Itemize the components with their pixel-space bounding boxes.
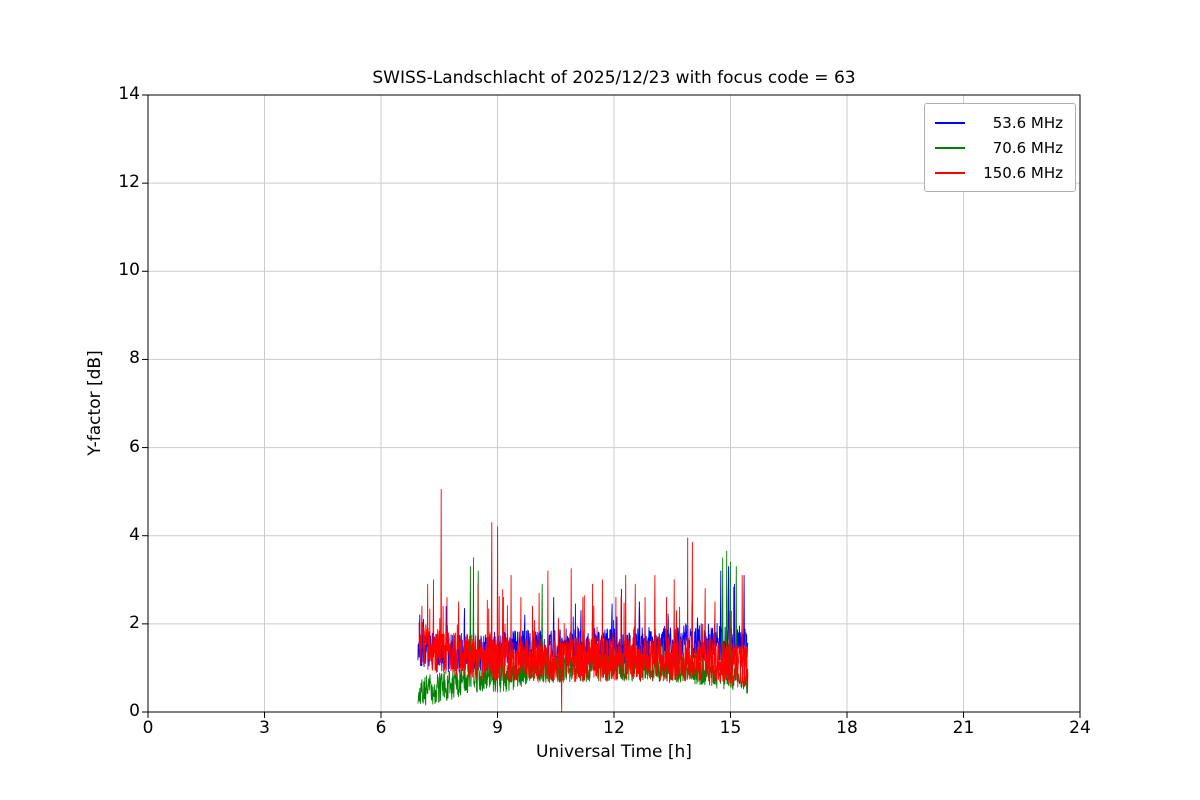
series-line-150.6-mhz [418,488,749,712]
legend-swatch-70.6-mhz [935,146,965,149]
chart-title: SWISS-Landschlacht of 2025/12/23 with fo… [372,68,856,88]
tick-marks [142,94,1081,718]
legend: 53.6 MHz 70.6 MHz 150.6 MHz [924,103,1076,192]
series-group [417,488,749,712]
legend-entry: 53.6 MHz [935,110,1063,135]
y-tick-label: 10 [118,260,140,281]
x-tick-label: 9 [492,718,503,738]
y-tick-label: 6 [129,436,140,457]
x-tick-label: 15 [719,718,742,738]
x-tick-label: 18 [836,718,858,738]
x-tick-label: 6 [375,718,387,738]
y-tick-label: 0 [129,701,140,721]
y-tick-label: 2 [129,612,140,633]
y-tick-label: 14 [118,84,140,104]
y-tick-label: 4 [129,524,140,545]
x-tick-label: 12 [603,718,625,738]
x-tick-label: 21 [952,718,975,738]
x-tick-label: 24 [1069,718,1091,738]
x-tick-label: 3 [259,718,270,738]
x-tick-label: 0 [142,718,154,738]
legend-swatch-150.6-mhz [935,171,965,174]
legend-entry: 70.6 MHz [935,135,1063,160]
legend-label: 150.6 MHz [983,163,1063,182]
y-tick-label: 12 [118,172,140,193]
x-axis-label: Universal Time [h] [536,742,692,762]
legend-entry: 150.6 MHz [935,160,1063,185]
legend-label: 53.6 MHz [992,113,1063,132]
y-tick-label: 8 [129,348,140,369]
legend-label: 70.6 MHz [992,138,1063,157]
legend-swatch-53.6-mhz [935,121,965,124]
